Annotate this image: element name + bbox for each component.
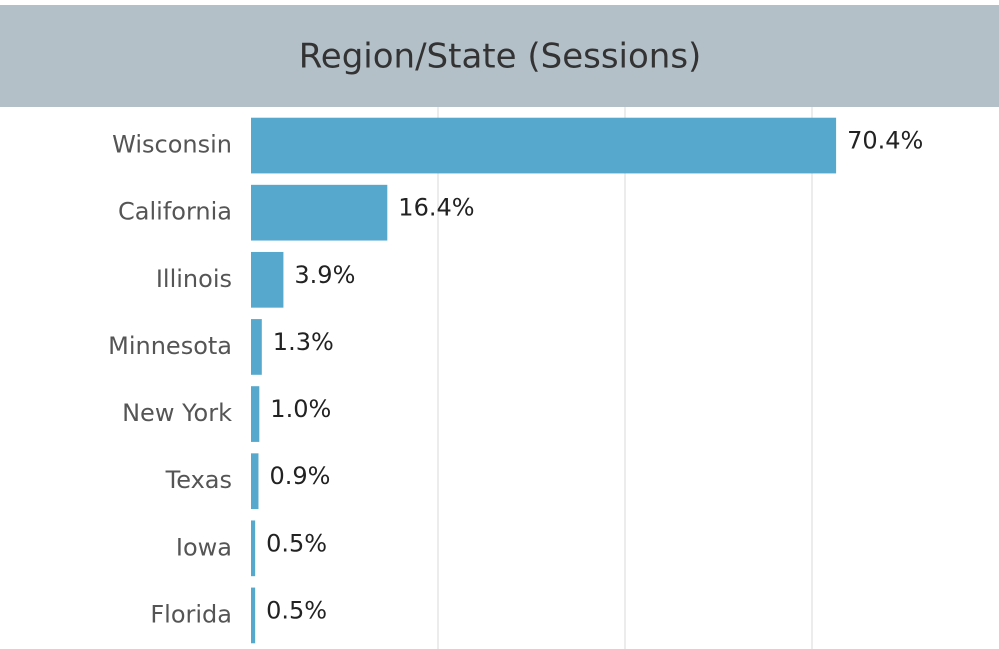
category-label: Minnesota xyxy=(108,332,232,360)
value-label: 16.4% xyxy=(398,194,474,222)
category-label: Iowa xyxy=(176,533,232,561)
bar xyxy=(251,386,260,442)
bar xyxy=(251,453,259,510)
value-label: 70.4% xyxy=(847,127,923,155)
value-label: 1.3% xyxy=(273,328,334,356)
bar xyxy=(251,587,256,644)
bar xyxy=(251,520,256,577)
bar xyxy=(251,117,837,174)
title-band xyxy=(0,5,999,107)
chart-title: Region/State (Sessions) xyxy=(299,37,702,77)
bar xyxy=(251,184,388,241)
category-label: Wisconsin xyxy=(112,131,232,159)
category-label: New York xyxy=(122,399,232,427)
value-label: 0.5% xyxy=(266,596,327,624)
value-label: 0.9% xyxy=(269,462,330,490)
category-label: Florida xyxy=(150,600,232,628)
value-label: 1.0% xyxy=(270,395,331,423)
category-label: Texas xyxy=(165,466,232,494)
bar xyxy=(251,319,262,375)
value-label: 3.9% xyxy=(294,261,355,289)
bar xyxy=(251,251,284,308)
category-label: Illinois xyxy=(156,265,232,293)
category-label: California xyxy=(118,198,232,226)
value-label: 0.5% xyxy=(266,529,327,557)
